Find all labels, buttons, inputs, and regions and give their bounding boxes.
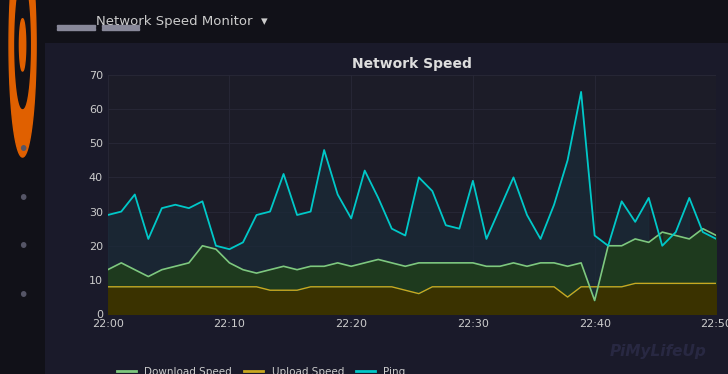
Text: •: • xyxy=(17,140,28,159)
Text: •: • xyxy=(17,189,28,208)
Bar xyxy=(102,25,139,27)
Text: •: • xyxy=(17,92,28,110)
Title: Network Speed: Network Speed xyxy=(352,57,472,71)
Bar xyxy=(102,28,139,30)
Bar xyxy=(58,28,95,30)
Text: •: • xyxy=(17,237,28,256)
Text: PiMyLifeUp: PiMyLifeUp xyxy=(609,344,706,359)
Polygon shape xyxy=(20,19,25,71)
Bar xyxy=(58,25,95,27)
Legend: Download Speed, Upload Speed, Ping: Download Speed, Upload Speed, Ping xyxy=(113,362,410,374)
Text: •: • xyxy=(17,286,28,305)
Polygon shape xyxy=(15,0,31,108)
Text: Network Speed Monitor  ▾: Network Speed Monitor ▾ xyxy=(96,15,268,28)
Polygon shape xyxy=(9,0,36,157)
